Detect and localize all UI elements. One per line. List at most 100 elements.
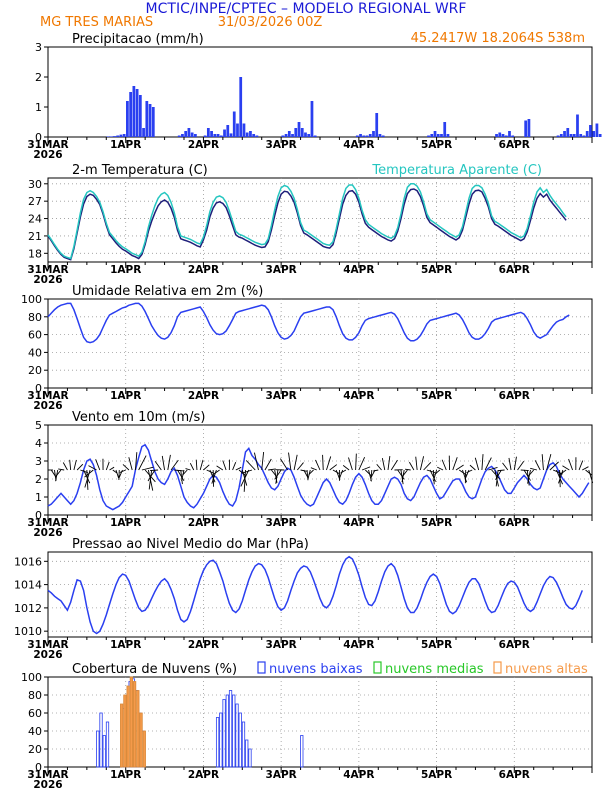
wind-arrow bbox=[181, 469, 185, 482]
legend-swatch bbox=[493, 661, 502, 674]
y-tick-label: 3 bbox=[35, 455, 42, 468]
precip-bar bbox=[126, 101, 129, 137]
precip-bar bbox=[598, 134, 602, 137]
series-line bbox=[47, 188, 567, 261]
x-tick-label: 6APR bbox=[499, 639, 530, 651]
x-year-label: 2026 bbox=[33, 649, 62, 661]
header-station: MG TRES MARIAS bbox=[40, 15, 153, 30]
x-tick-label: 6APR bbox=[499, 390, 530, 402]
header-location: 45.2417W 18.2064S 538m bbox=[411, 31, 585, 46]
wind-arrow bbox=[115, 469, 120, 479]
x-tick-label: 31MAR bbox=[27, 390, 68, 402]
precip-bar bbox=[187, 128, 191, 137]
wind-arrow bbox=[69, 459, 72, 471]
precip-bar bbox=[524, 120, 528, 137]
precip-bar bbox=[113, 136, 116, 137]
wind-arrow bbox=[513, 456, 517, 471]
wind-arrow bbox=[578, 460, 584, 471]
precip-bar bbox=[216, 134, 220, 137]
wind-arrow bbox=[189, 463, 195, 471]
precip-bar bbox=[145, 101, 149, 137]
precip-bar bbox=[427, 135, 430, 137]
y-tick-label: 24 bbox=[28, 213, 42, 226]
y-tick-label: 0 bbox=[35, 509, 42, 522]
wind-arrow bbox=[495, 469, 502, 481]
x-tick-label: 3APR bbox=[266, 639, 297, 651]
cloud-bar bbox=[219, 712, 223, 768]
precip-bar bbox=[206, 128, 210, 137]
wind-arrow bbox=[315, 459, 321, 471]
wind-arrow bbox=[209, 469, 216, 483]
header-run: 31/03/2026 00Z bbox=[218, 15, 323, 30]
y-tick-label: 100 bbox=[21, 671, 42, 684]
x-tick-label: 4APR bbox=[343, 639, 374, 651]
cloud-bar bbox=[99, 712, 103, 768]
wind-arrow bbox=[279, 458, 288, 471]
precip-bar bbox=[142, 128, 145, 137]
y-tick-label: 0 bbox=[35, 761, 42, 774]
y-tick-label: 2 bbox=[35, 473, 42, 486]
x-tick-label: 4APR bbox=[343, 139, 374, 151]
wind-arrow bbox=[122, 464, 130, 471]
x-tick-label: 4APR bbox=[343, 390, 374, 402]
y-tick-label: 0 bbox=[35, 382, 42, 395]
precip-bar bbox=[495, 134, 498, 137]
cloud-bar bbox=[228, 690, 233, 768]
x-tick-label: 5APR bbox=[421, 390, 452, 402]
cloud-bar bbox=[96, 730, 100, 768]
cloud-bar bbox=[136, 690, 140, 768]
precip-bar bbox=[527, 119, 531, 137]
precip-bar bbox=[148, 104, 152, 137]
precip-bar bbox=[284, 134, 288, 137]
precip-bar bbox=[203, 135, 207, 137]
wind-arrow bbox=[558, 469, 564, 484]
y-tick-label: 5 bbox=[35, 419, 42, 432]
precip-bar bbox=[355, 135, 359, 137]
wind-arrow bbox=[147, 469, 156, 482]
x-year-label: 2026 bbox=[33, 274, 62, 286]
y-tick-label: 1016 bbox=[14, 555, 42, 568]
precip-bar bbox=[595, 123, 599, 137]
cloud-bar bbox=[225, 694, 229, 768]
wind-arrow bbox=[326, 456, 332, 471]
cloud-bar bbox=[126, 685, 130, 768]
wind-arrow bbox=[546, 453, 552, 471]
precip-bar bbox=[381, 135, 385, 137]
x-tick-label: 31MAR bbox=[27, 639, 68, 651]
wind-arrow bbox=[434, 469, 441, 475]
y-tick-label: 80 bbox=[28, 689, 42, 702]
cloud-bar bbox=[238, 712, 242, 768]
precip-bar bbox=[116, 135, 120, 137]
wind-arrow bbox=[232, 462, 237, 471]
wind-arrow bbox=[55, 469, 62, 478]
series-line bbox=[47, 183, 567, 260]
wind-arrow bbox=[390, 459, 398, 471]
x-tick-label: 3APR bbox=[266, 139, 297, 151]
wind-arrow bbox=[241, 469, 253, 474]
cloud-bar bbox=[120, 703, 124, 768]
precip-bar bbox=[576, 114, 579, 137]
panel-title: Precipitacao (mm/h) bbox=[72, 32, 204, 47]
wind-arrow bbox=[264, 458, 272, 471]
wind-arrow bbox=[261, 451, 265, 471]
wind-arrow bbox=[170, 459, 179, 471]
legend-swatch bbox=[257, 661, 266, 674]
cloud-bar bbox=[232, 694, 236, 768]
y-tick-label: 1014 bbox=[14, 579, 42, 592]
wind-arrow bbox=[274, 469, 282, 480]
precip-bar bbox=[249, 131, 252, 137]
wind-arrow bbox=[474, 457, 480, 471]
panel-title: Umidade Relativa em 2m (%) bbox=[72, 284, 263, 299]
wind-arrow bbox=[144, 469, 156, 483]
precip-bar bbox=[563, 131, 566, 137]
wind-arrow bbox=[62, 462, 68, 471]
x-tick-label: 6APR bbox=[499, 264, 530, 276]
x-tick-label: 5APR bbox=[421, 139, 452, 151]
wind-arrow bbox=[568, 458, 573, 471]
series-line bbox=[47, 443, 590, 511]
wind-arrow bbox=[526, 469, 530, 486]
wind-arrow bbox=[161, 455, 166, 471]
wind-arrow bbox=[95, 459, 101, 471]
